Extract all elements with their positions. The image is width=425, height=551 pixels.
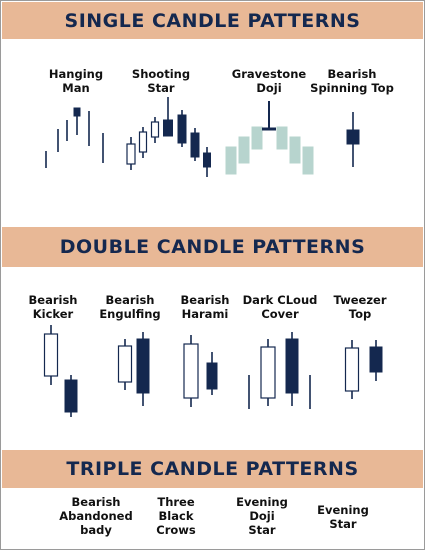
- candle: [203, 147, 211, 177]
- pattern-label-bearish-abandoned-baby: Bearish Abandoned bady: [59, 495, 133, 537]
- candle-body: [190, 132, 200, 158]
- pattern-label-bearish-spinning-top: Bearish Spinning Top: [310, 67, 394, 95]
- candle: [43, 325, 59, 385]
- pattern-label-tweezer-top: Tweezer Top: [333, 293, 387, 321]
- candle-body: [302, 146, 314, 175]
- candle: [183, 335, 199, 407]
- candle: [163, 97, 173, 137]
- candle: [346, 112, 360, 167]
- candle: [260, 339, 276, 406]
- candle: [136, 332, 150, 406]
- candle: [177, 110, 187, 147]
- candle: [117, 339, 133, 390]
- candle-body: [117, 345, 133, 383]
- pattern-label-bearish-engulfing: Bearish Engulfing: [99, 293, 161, 321]
- candle-body: [260, 346, 276, 399]
- pattern-label-bearish-harami: Bearish Harami: [180, 293, 230, 321]
- dark-cloud-cover-candles: [248, 332, 311, 409]
- candle: [289, 136, 301, 164]
- candle-body: [203, 152, 211, 168]
- pattern-label-gravestone-doji: Gravestone Doji: [231, 67, 307, 95]
- pattern-label-shooting-star: Shooting Star: [131, 67, 191, 95]
- candle-body: [163, 119, 173, 137]
- candle: [369, 340, 383, 381]
- candle: [238, 136, 250, 164]
- section-header-double: DOUBLE CANDLE PATTERNS: [2, 227, 423, 267]
- pattern-label-three-black-crows: Three Black Crows: [156, 495, 196, 537]
- section-header-single: SINGLE CANDLE PATTERNS: [2, 2, 423, 39]
- candle-body: [150, 121, 160, 138]
- candle-body: [238, 136, 250, 164]
- candle: [225, 146, 237, 175]
- candle: [64, 375, 78, 417]
- candle: [73, 107, 81, 135]
- candle: [150, 117, 160, 143]
- pattern-label-bearish-kicker: Bearish Kicker: [28, 293, 78, 321]
- candle-body: [251, 126, 263, 150]
- candle-body: [346, 129, 360, 145]
- bearish-spinning-top-candle: [346, 112, 360, 167]
- candle: [285, 332, 299, 406]
- candle: [344, 340, 360, 399]
- candle: [302, 146, 314, 175]
- pattern-label-evening-doji-star: Evening Doji Star: [236, 495, 288, 537]
- candle: [126, 137, 136, 170]
- pattern-label-dark-cloud-cover: Dark CLoud Cover: [242, 293, 318, 321]
- section-title-triple: TRIPLE CANDLE PATTERNS: [66, 458, 359, 480]
- gravestone-doji-candles: [225, 126, 314, 175]
- candle-body: [183, 343, 199, 399]
- section-title-single: SINGLE CANDLE PATTERNS: [64, 9, 361, 32]
- candle-body: [289, 136, 301, 164]
- candle: [206, 352, 218, 395]
- candle: [138, 127, 148, 158]
- section-title-double: DOUBLE CANDLE PATTERNS: [59, 236, 366, 258]
- candle-body: [369, 346, 383, 373]
- bearish-kicker-candles: [43, 325, 78, 417]
- candle-body: [73, 107, 81, 117]
- candle-body: [64, 379, 78, 413]
- bearish-harami-candles: [183, 335, 218, 407]
- candle: [251, 126, 263, 150]
- candle-body: [225, 146, 237, 175]
- candle-body: [206, 362, 218, 390]
- candle-body: [344, 347, 360, 392]
- candle-body: [177, 114, 187, 144]
- candle-body: [126, 143, 136, 165]
- pattern-label-hanging-man: Hanging Man: [48, 67, 104, 95]
- pattern-label-evening-star: Evening Star: [317, 503, 369, 531]
- candle-body: [43, 333, 59, 377]
- candle-body: [138, 131, 148, 153]
- bearish-engulfing-candles: [117, 332, 150, 406]
- shooting-star-candles: [126, 97, 211, 177]
- gravestone-doji-candle: [262, 101, 276, 131]
- candle-body: [276, 126, 288, 150]
- tweezer-top-candles: [344, 340, 383, 399]
- hanging-man-candles: [45, 107, 104, 168]
- candle: [190, 128, 200, 161]
- candle-body: [136, 338, 150, 394]
- section-header-triple: TRIPLE CANDLE PATTERNS: [2, 450, 423, 488]
- candle-body: [285, 338, 299, 394]
- candle: [276, 126, 288, 150]
